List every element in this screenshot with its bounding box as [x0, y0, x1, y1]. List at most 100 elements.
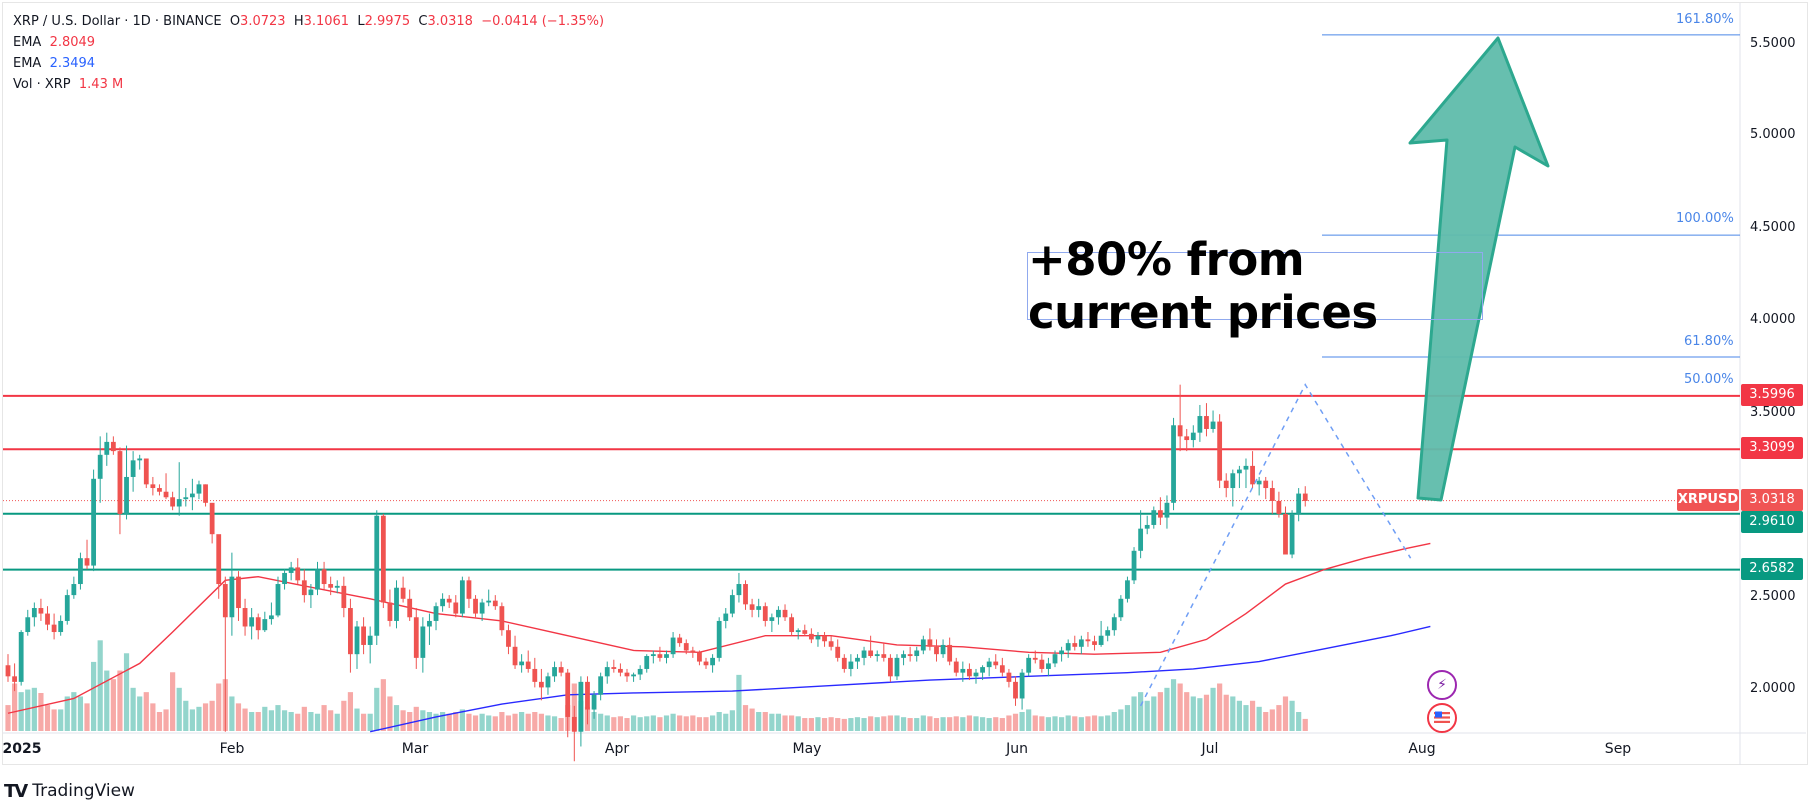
fib-extension-trend[interactable] [1139, 383, 1412, 707]
volume-bar [499, 712, 505, 731]
volume-bar [947, 717, 953, 731]
candle-body [710, 657, 715, 666]
candle-body [1263, 480, 1269, 489]
candle-body [1092, 641, 1097, 645]
volume-legend[interactable]: Vol · XRP 1.43 M [13, 74, 123, 95]
ema-slow-legend[interactable]: EMA 2.3494 [13, 53, 95, 74]
candle-body [91, 478, 97, 566]
candle-body [861, 650, 867, 658]
candle-body [532, 668, 538, 682]
candle-body [716, 620, 722, 658]
volume-bar [216, 683, 222, 731]
volume-bar [881, 716, 887, 731]
volume-bar [44, 705, 51, 731]
candle-body [117, 451, 123, 514]
support-price-tag: 2.9610 [1741, 511, 1803, 533]
candle-body [262, 619, 268, 631]
volume-bar [966, 715, 973, 731]
candle-body [934, 646, 939, 655]
volume-bar [170, 672, 176, 731]
candle-body [427, 620, 432, 627]
volume-bar [64, 696, 70, 731]
volume-bar [268, 710, 274, 731]
volume-bar [558, 718, 564, 731]
volume-bar [262, 706, 268, 731]
candle-body [1059, 650, 1064, 655]
candle-body [729, 595, 735, 614]
volume-bar [789, 715, 795, 731]
volume-bar [782, 715, 788, 731]
volume-bar [196, 706, 202, 731]
candle-body [229, 576, 235, 618]
ema-fast-legend[interactable]: EMA 2.8049 [13, 32, 95, 53]
volume-bar [209, 700, 215, 731]
lightning-event-icon[interactable]: ⚡ [1427, 670, 1457, 700]
candle-body [1204, 416, 1209, 429]
annotation-textbox[interactable]: +80% from current prices [1027, 233, 1483, 339]
volume-bar [815, 717, 821, 731]
volume-bar [393, 705, 400, 731]
volume-bar [1111, 712, 1117, 731]
volume-bar [1223, 694, 1229, 731]
volume-bar [736, 674, 742, 731]
volume-bar [347, 692, 354, 731]
time-tick-apr: Apr [604, 741, 630, 757]
volume-bar [519, 712, 525, 731]
symbol-legend[interactable]: XRP / U.S. Dollar · 1D · BINANCE O3.0723… [13, 11, 604, 32]
tradingview-brand[interactable]: TV TradingView [4, 780, 135, 802]
volume-bar [624, 718, 630, 731]
volume-bar [1124, 705, 1131, 731]
volume-bar [1249, 700, 1256, 731]
volume-bar [993, 717, 999, 731]
volume-bar [420, 710, 426, 731]
candle-body [1032, 657, 1038, 660]
candle-body [894, 657, 900, 677]
price-tick: 5.5000 [1750, 36, 1796, 51]
volume-bar [868, 716, 874, 731]
volume-bar [644, 716, 650, 731]
volume-bar [1289, 700, 1295, 731]
candle-body [341, 585, 347, 609]
volume-bar [453, 712, 459, 731]
volume-bar [387, 696, 393, 731]
candle-body [453, 602, 459, 614]
up-arrow-icon[interactable] [1408, 36, 1550, 502]
volume-bar [1026, 709, 1032, 731]
candle-body [769, 617, 775, 621]
candle-body [762, 606, 768, 621]
candle-body [110, 441, 116, 452]
volume-bar [663, 715, 670, 731]
candle-body [1138, 528, 1144, 551]
ema-slow-line[interactable] [370, 625, 1431, 733]
candle-body [927, 639, 933, 647]
candle-body [275, 584, 281, 616]
volume-bar [1032, 715, 1038, 731]
candle-body [887, 657, 893, 677]
us-flag-event-icon[interactable] [1427, 703, 1457, 733]
candle-body [756, 606, 762, 610]
volume-bar [466, 713, 472, 731]
candle-body [209, 502, 215, 535]
volume-bar [472, 715, 479, 731]
volume-bar [802, 718, 808, 731]
candle-body [980, 667, 985, 673]
candle-body [1078, 639, 1084, 647]
ema-slow-value: 2.3494 [49, 56, 96, 71]
candle-body [1190, 432, 1196, 441]
candle-body [631, 674, 636, 677]
candle-body [828, 641, 834, 647]
volume-bar [821, 718, 828, 731]
volume-bar [440, 712, 446, 731]
candle-body [216, 534, 222, 585]
volume-bar [341, 700, 347, 731]
volume-bar [374, 687, 380, 731]
volume-bar [960, 717, 966, 731]
volume-bar [808, 718, 814, 731]
volume-bar [1256, 706, 1262, 731]
candle-body [611, 667, 617, 669]
candle-body [413, 617, 419, 658]
volume-bar [281, 710, 288, 731]
volume-bar [189, 709, 195, 731]
volume-bar [591, 712, 597, 731]
